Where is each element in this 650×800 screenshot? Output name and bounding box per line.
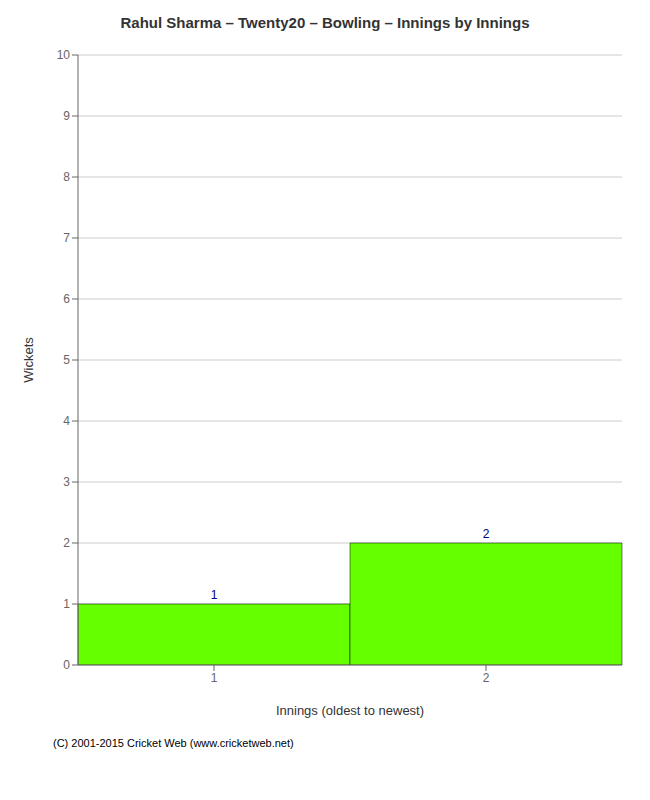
svg-text:8: 8 — [63, 170, 70, 184]
svg-text:4: 4 — [63, 414, 70, 428]
svg-text:7: 7 — [63, 231, 70, 245]
svg-text:1: 1 — [211, 671, 218, 685]
svg-text:2: 2 — [63, 536, 70, 550]
svg-text:Wickets: Wickets — [21, 337, 36, 383]
svg-text:9: 9 — [63, 109, 70, 123]
html-text:(C) 2001-2015 Cricket Web (www: (C) 2001-2015 Cricket Web (www.cricketwe… — [53, 737, 294, 749]
html-text:Rahul Sharma – Twenty20 – Bowl: Rahul Sharma – Twenty20 – Bowling – Inni… — [120, 14, 530, 31]
svg-text:0: 0 — [63, 658, 70, 672]
svg-text:6: 6 — [63, 292, 70, 306]
svg-text:5: 5 — [63, 353, 70, 367]
svg-text:10: 10 — [57, 48, 71, 62]
svg-text:3: 3 — [63, 475, 70, 489]
svg-text:2: 2 — [483, 671, 490, 685]
svg-text:1: 1 — [63, 597, 70, 611]
svg-text:2: 2 — [483, 527, 490, 541]
svg-text:Innings (oldest to newest): Innings (oldest to newest) — [276, 703, 424, 718]
svg-text:1: 1 — [211, 588, 218, 602]
